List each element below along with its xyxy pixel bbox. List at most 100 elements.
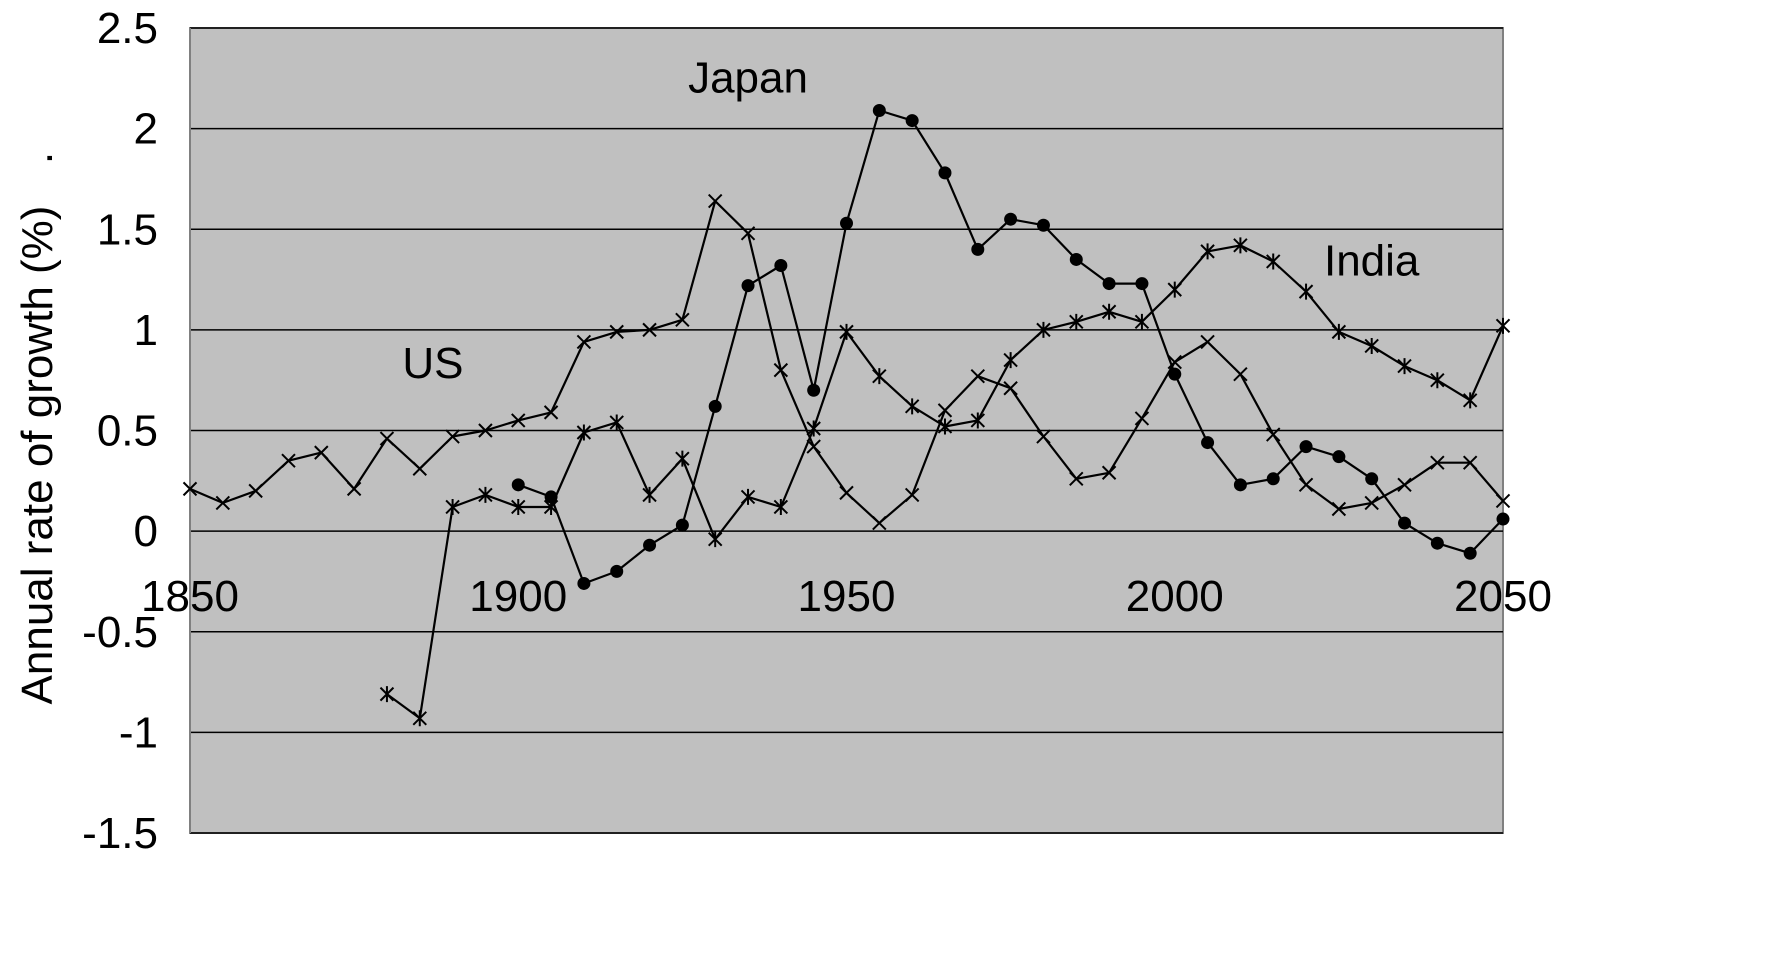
data-point bbox=[675, 450, 690, 467]
data-point bbox=[1365, 472, 1379, 486]
data-point bbox=[1069, 471, 1084, 487]
data-point bbox=[1495, 317, 1511, 334]
data-point bbox=[642, 486, 657, 503]
data-point bbox=[840, 216, 853, 230]
data-point bbox=[445, 498, 460, 515]
data-point bbox=[707, 531, 723, 548]
data-point bbox=[1463, 546, 1477, 560]
data-point bbox=[1364, 495, 1379, 511]
annotation-label: US bbox=[402, 339, 463, 388]
data-point bbox=[1101, 303, 1117, 320]
data-point bbox=[1331, 323, 1347, 340]
data-point bbox=[872, 515, 887, 531]
data-point bbox=[1298, 283, 1314, 300]
data-point bbox=[905, 114, 919, 128]
data-point bbox=[1332, 450, 1346, 464]
data-point bbox=[1233, 366, 1248, 382]
data-point bbox=[1299, 440, 1313, 454]
data-point bbox=[610, 564, 624, 578]
y-tick-label: 1.5 bbox=[97, 205, 158, 254]
data-point bbox=[937, 403, 953, 418]
data-point bbox=[576, 334, 592, 350]
series-2 bbox=[511, 104, 1510, 590]
y-tick-label: 0.5 bbox=[97, 407, 158, 456]
y-tick-label: -1.5 bbox=[82, 809, 158, 858]
data-point bbox=[1298, 477, 1314, 493]
y-axis-label: Annual rate of growth (%) bbox=[13, 206, 62, 705]
data-point bbox=[1168, 367, 1182, 381]
data-point bbox=[1003, 381, 1018, 396]
annotation-label: Japan bbox=[688, 53, 808, 102]
data-point bbox=[1201, 436, 1215, 450]
data-point bbox=[1069, 252, 1083, 266]
data-point bbox=[707, 193, 723, 209]
data-point bbox=[675, 312, 690, 328]
data-point bbox=[1266, 253, 1281, 270]
data-point bbox=[1364, 337, 1379, 354]
data-point bbox=[1200, 334, 1215, 350]
data-point bbox=[872, 104, 886, 118]
data-point bbox=[806, 420, 821, 437]
data-point bbox=[379, 431, 395, 446]
data-point bbox=[1004, 212, 1018, 226]
y-tick-label: 1 bbox=[134, 306, 158, 355]
y-tick-label: -1 bbox=[119, 708, 158, 757]
data-point bbox=[1266, 427, 1281, 442]
y-axis-label-suffix: . bbox=[13, 152, 62, 164]
data-point bbox=[1495, 493, 1511, 509]
data-point bbox=[1430, 536, 1444, 550]
data-point bbox=[839, 323, 854, 340]
data-point bbox=[904, 487, 920, 503]
x-tick-label: 2050 bbox=[1454, 572, 1552, 621]
data-point bbox=[643, 538, 657, 552]
data-point bbox=[1101, 465, 1117, 480]
series-layer bbox=[182, 104, 1511, 727]
gridlines bbox=[189, 27, 1503, 834]
data-point bbox=[1397, 358, 1412, 375]
data-point bbox=[1003, 352, 1018, 369]
data-point bbox=[346, 481, 362, 497]
data-point bbox=[1200, 243, 1215, 260]
data-point bbox=[1496, 512, 1510, 526]
data-point bbox=[412, 710, 427, 727]
data-point bbox=[1167, 354, 1182, 370]
data-point bbox=[708, 399, 722, 413]
data-point bbox=[1266, 472, 1280, 486]
series-3 bbox=[379, 237, 1511, 727]
data-point bbox=[1398, 516, 1412, 530]
data-point bbox=[1036, 321, 1051, 338]
data-point bbox=[1233, 478, 1247, 492]
x-tick-labels: 1850 1900 1950 2000 2050 bbox=[141, 572, 1552, 621]
data-point bbox=[577, 576, 591, 590]
data-point bbox=[511, 498, 526, 515]
data-point bbox=[773, 498, 789, 515]
y-tick-label: 2.5 bbox=[97, 4, 158, 53]
data-point bbox=[511, 413, 526, 428]
data-point bbox=[609, 414, 624, 431]
data-point bbox=[1167, 281, 1182, 298]
data-point bbox=[1069, 313, 1084, 330]
y-tick-labels: 2.5 2 1.5 1 0.5 0 -0.5 -1 -1.5 bbox=[82, 4, 158, 858]
data-point bbox=[543, 498, 559, 515]
series-1 bbox=[182, 193, 1511, 531]
data-point bbox=[872, 368, 887, 385]
data-point bbox=[1462, 392, 1478, 409]
data-point bbox=[904, 398, 920, 415]
data-point bbox=[1331, 501, 1347, 517]
annotations: Japan US India bbox=[402, 53, 1420, 388]
x-tick-label: 2000 bbox=[1126, 572, 1224, 621]
data-point bbox=[1102, 277, 1116, 291]
data-point bbox=[1135, 277, 1149, 291]
data-point bbox=[839, 485, 854, 501]
data-point bbox=[215, 495, 231, 511]
y-tick-label: -0.5 bbox=[82, 608, 158, 657]
data-point bbox=[314, 445, 329, 460]
y-tick-label: 2 bbox=[134, 105, 158, 154]
data-point bbox=[182, 481, 198, 497]
data-point bbox=[478, 486, 493, 503]
data-point bbox=[806, 439, 821, 454]
data-point bbox=[543, 405, 559, 420]
data-point bbox=[773, 362, 789, 378]
data-point bbox=[511, 478, 525, 492]
